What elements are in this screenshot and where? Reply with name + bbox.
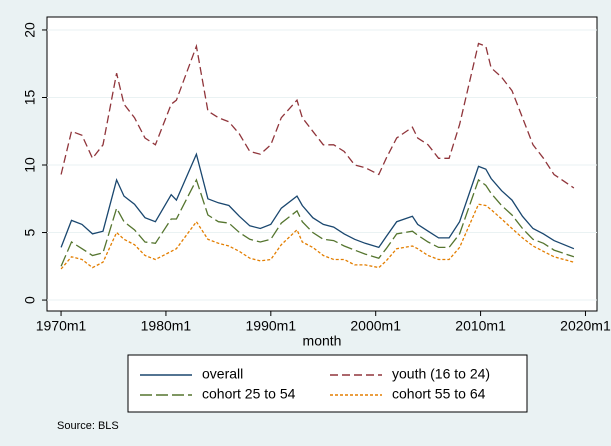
plot-area — [46, 16, 598, 312]
y-tick-label: 5 — [22, 228, 38, 236]
series-line — [60, 42, 575, 189]
y-tick-label: 20 — [22, 22, 38, 38]
y-tick-label: 0 — [22, 296, 38, 304]
y-tick-label: 15 — [22, 89, 38, 105]
legend-label: youth (16 to 24) — [392, 366, 490, 382]
x-tick-label: 2010m1 — [455, 318, 506, 334]
x-tick-label: 2020m1 — [560, 318, 611, 334]
series-line — [60, 203, 575, 270]
x-tick-label: 1990m1 — [246, 318, 297, 334]
x-tick-label: 1970m1 — [36, 318, 87, 334]
legend-label: cohort 55 to 64 — [392, 386, 486, 402]
series-line — [60, 152, 575, 250]
note: Source: BLS — [57, 420, 119, 432]
y-tick-label: 10 — [22, 157, 38, 173]
legend-label: cohort 25 to 54 — [202, 386, 296, 402]
legend — [127, 354, 528, 413]
x-tick-label: 1980m1 — [141, 318, 192, 334]
legend-label: overall — [202, 366, 243, 382]
x-tick-label: 2000m1 — [350, 318, 401, 334]
x-axis-title: month — [303, 333, 342, 349]
series-line — [60, 178, 575, 267]
